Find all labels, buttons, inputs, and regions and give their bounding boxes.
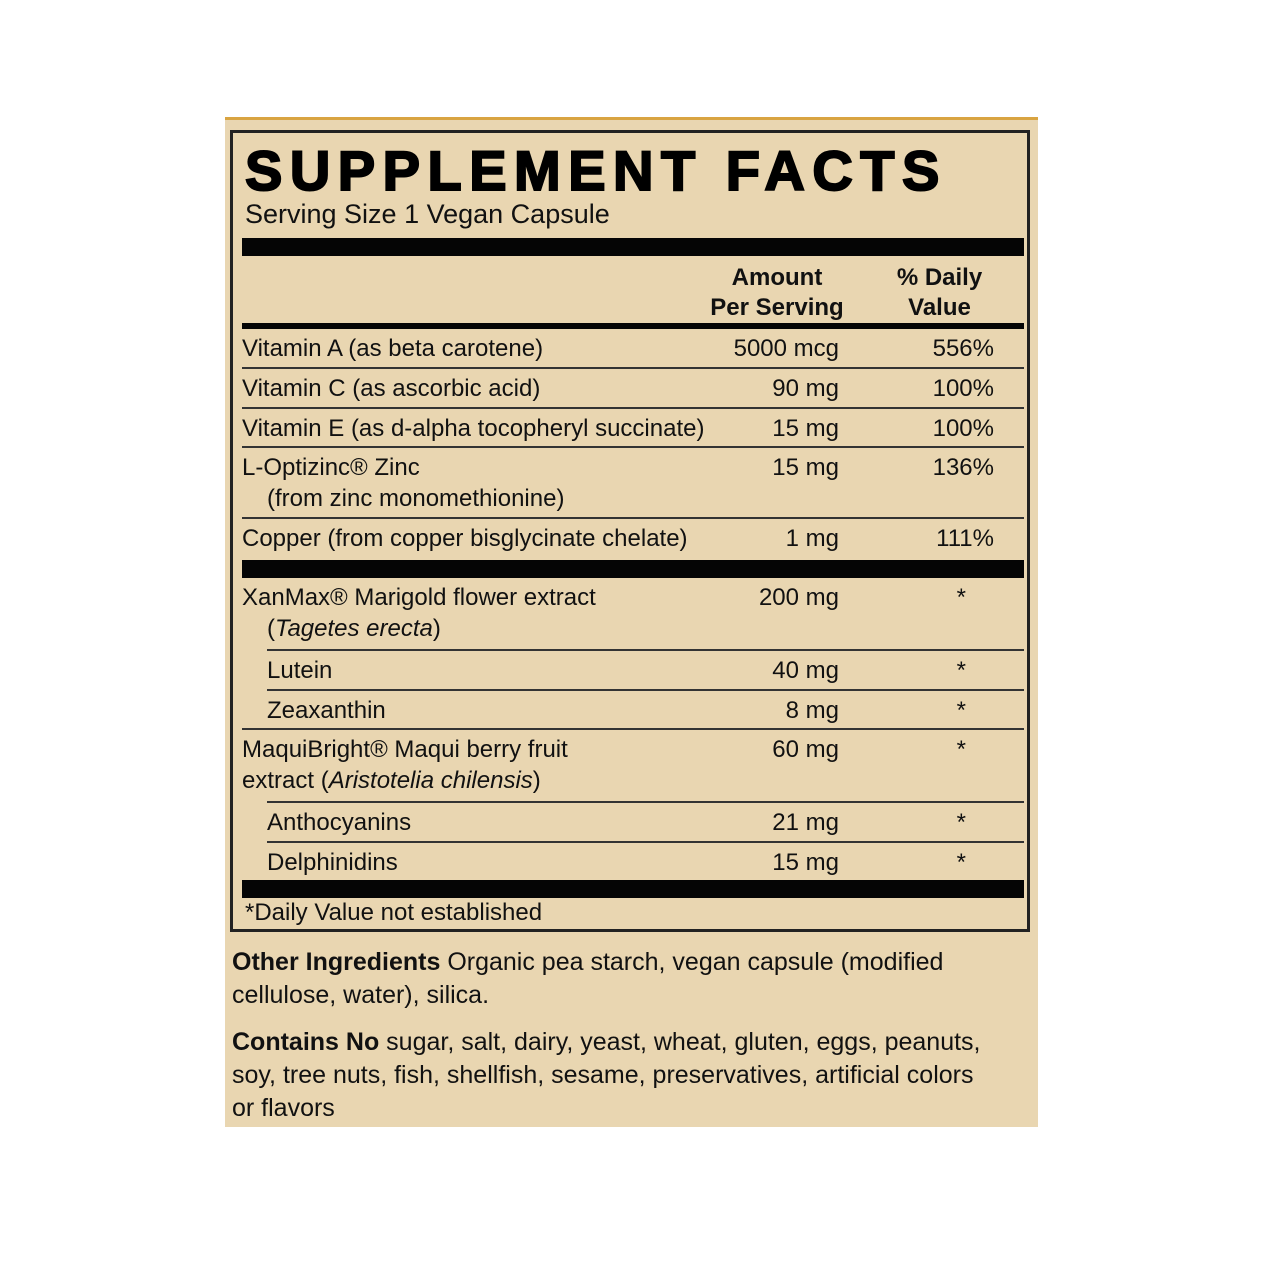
amount-per-serving: 5000 mcg (733, 335, 839, 362)
daily-value: * (956, 657, 966, 684)
amount-per-serving: 40 mg (772, 657, 839, 684)
nutrient-row: Anthocyanins 21 mg * (242, 803, 1024, 843)
supplement-facts-box: SUPPLEMENT FACTS Serving Size 1 Vegan Ca… (230, 130, 1030, 932)
daily-value: * (956, 584, 966, 611)
nutrient-source-part: ) (532, 767, 541, 794)
daily-value: 136% (932, 454, 994, 481)
nutrient-source-part: Aristotelia chilensis (328, 767, 533, 794)
daily-value: 100% (932, 375, 994, 402)
nutrient-name-text: Vitamin C (as ascorbic acid) (242, 375, 541, 402)
nutrient-name-text: Zeaxanthin (267, 697, 386, 724)
nutrient-source-part: ) (432, 615, 441, 642)
footnote: *Daily Value not established (245, 899, 543, 926)
nutrient-name-text: Lutein (267, 657, 333, 684)
nutrient-row: Vitamin C (as ascorbic acid) 90 mg 100% (242, 369, 1024, 409)
nutrient-source: (Tagetes erecta) (267, 615, 441, 642)
row-divider (242, 407, 1024, 409)
amount-per-serving: 21 mg (772, 809, 839, 836)
nutrient-name: Anthocyanins (267, 807, 411, 838)
amount-per-serving: 15 mg (772, 454, 839, 481)
nutrient-name-text: Delphinidins (267, 849, 398, 876)
nutrient-name: MaquiBright® Maqui berry fruit extract (A… (242, 734, 568, 796)
nutrient-name-text: XanMax® Marigold flower extract (242, 584, 596, 611)
nutrient-name: Delphinidins (267, 847, 398, 878)
daily-value: * (956, 849, 966, 876)
amount-per-serving: 60 mg (772, 736, 839, 763)
divider-bar (242, 238, 1024, 256)
column-header: Amount Per Serving % Daily Value (242, 261, 1024, 329)
amount-per-serving: 90 mg (772, 375, 839, 402)
daily-value: 111% (936, 525, 994, 552)
amount-per-serving: 15 mg (772, 849, 839, 876)
nutrient-name: Lutein (267, 655, 332, 686)
daily-value: 100% (932, 415, 994, 442)
nutrient-name: L-Optizinc® Zinc (from zinc monomethionin… (242, 452, 564, 514)
nutrient-name-text: Copper (from copper bisglycinate chelate… (242, 525, 688, 552)
divider-bar (242, 880, 1024, 898)
daily-value: * (956, 697, 966, 724)
nutrient-name: Vitamin A (as beta carotene) (242, 333, 543, 364)
nutrient-name-text: L-Optizinc® Zinc (242, 454, 420, 481)
row-divider (242, 728, 1024, 730)
daily-value: * (956, 809, 966, 836)
divider-bar (242, 560, 1024, 578)
row-divider (267, 801, 1024, 803)
amount-per-serving: 1 mg (785, 525, 839, 552)
nutrient-row: Lutein 40 mg * (242, 651, 1024, 691)
serving-size: Serving Size 1 Vegan Capsule (245, 199, 610, 229)
nutrient-name-text: MaquiBright® Maqui berry fruit (242, 736, 568, 763)
row-divider (267, 689, 1024, 691)
other-ingredients-text: Organic pea starch, vegan capsule (modif… (232, 948, 944, 1009)
daily-value: * (956, 736, 966, 763)
row-divider (267, 841, 1024, 843)
amount-header: Amount Per Serving (710, 264, 844, 321)
nutrient-name-text: Vitamin E (as d-alpha tocopheryl succina… (242, 415, 705, 442)
nutrient-row: XanMax® Marigold flower extract (Tagetes … (242, 578, 1024, 651)
amount-per-serving: 8 mg (785, 697, 839, 724)
nutrient-name: Vitamin C (as ascorbic acid) (242, 373, 540, 404)
daily-value: 556% (932, 335, 994, 362)
nutrient-source: (from zinc monomethionine) (267, 485, 565, 512)
nutrient-name: Vitamin E (as d-alpha tocopheryl succina… (242, 413, 704, 444)
nutrient-row: MaquiBright® Maqui berry fruit extract (A… (242, 730, 1024, 803)
row-divider (242, 446, 1024, 448)
nutrient-row: L-Optizinc® Zinc (from zinc monomethionin… (242, 448, 1024, 519)
nutrient-row: Vitamin A (as beta carotene) 5000 mcg 556% (242, 329, 1024, 369)
nutrient-row: Vitamin E (as d-alpha tocopheryl succina… (242, 409, 1024, 448)
nutrient-source-part: ( (267, 615, 275, 642)
nutrient-name-text: Vitamin A (as beta carotene) (242, 335, 544, 362)
other-ingredients: Other Ingredients Organic pea starch, ve… (232, 946, 992, 1012)
row-divider (267, 649, 1024, 651)
nutrient-name: Copper (from copper bisglycinate chelate… (242, 523, 688, 554)
nutrient-row: Copper (from copper bisglycinate chelate… (242, 519, 1024, 560)
contains-no-text: sugar, salt, dairy, yeast, wheat, gluten… (232, 1028, 981, 1122)
nutrient-source-part: Tagetes erecta (275, 615, 433, 642)
other-ingredients-label: Other Ingredients (232, 948, 441, 976)
nutrient-row: Delphinidins 15 mg * (242, 843, 1024, 880)
amount-per-serving: 200 mg (758, 584, 839, 611)
nutrient-source: extract (Aristotelia chilensis) (242, 767, 541, 794)
nutrient-name: XanMax® Marigold flower extract (Tagetes … (242, 582, 596, 644)
daily-value-header: % Daily Value (896, 264, 983, 321)
supplement-label: SUPPLEMENT FACTS Serving Size 1 Vegan Ca… (225, 117, 1038, 1127)
nutrient-source-part: extract ( (242, 767, 329, 794)
nutrient-name-text: Anthocyanins (267, 809, 412, 836)
nutrient-row: Zeaxanthin 8 mg * (242, 691, 1024, 730)
nutrient-rows-2: XanMax® Marigold flower extract (Tagetes … (242, 578, 1024, 880)
row-divider (242, 367, 1024, 369)
nutrient-name: Zeaxanthin (267, 695, 386, 726)
row-divider (242, 517, 1024, 519)
contains-no: Contains No sugar, salt, dairy, yeast, w… (232, 1026, 992, 1125)
nutrient-rows-1: Vitamin A (as beta carotene) 5000 mcg 556%… (242, 329, 1024, 560)
title: SUPPLEMENT FACTS (244, 139, 947, 202)
contains-no-label: Contains No (232, 1028, 380, 1056)
amount-per-serving: 15 mg (772, 415, 839, 442)
